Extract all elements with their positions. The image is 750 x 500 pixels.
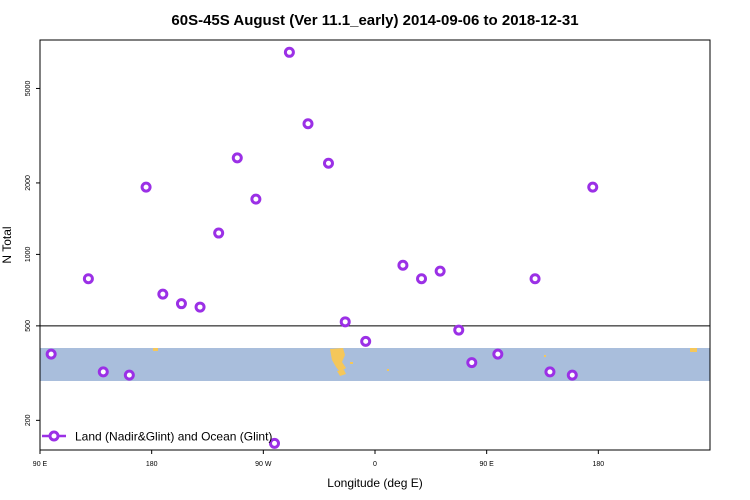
data-point	[339, 316, 351, 328]
data-point	[269, 437, 280, 449]
y-tick-label: 500	[25, 320, 32, 332]
data-point	[466, 357, 478, 369]
chart-title: 60S-45S August (Ver 11.1_early) 2014-09-…	[171, 12, 578, 29]
legend: Land (Nadir&Glint) and Ocean (Glint)	[42, 430, 272, 444]
data-point	[231, 152, 243, 164]
data-point	[529, 273, 541, 285]
data-point	[453, 324, 465, 336]
x-tick-label: 0	[373, 461, 377, 468]
x-tick-label: 90 E	[33, 461, 48, 468]
y-tick-label: 1000	[25, 247, 32, 263]
y-axis-label: N Total	[0, 226, 14, 263]
data-point	[157, 288, 169, 300]
data-point	[140, 181, 152, 193]
data-point	[82, 273, 94, 285]
x-axis: 90 E 180 90 W 0 90 E 180	[33, 450, 604, 468]
x-tick-label: 180	[146, 461, 158, 468]
data-point	[492, 348, 504, 360]
data-point	[434, 265, 446, 277]
data-point	[250, 193, 262, 205]
data-point	[322, 157, 334, 169]
data-point	[123, 369, 135, 381]
plot-area: Land (Nadir&Glint) and Ocean (Glint)	[39, 39, 711, 451]
data-point	[302, 118, 314, 130]
data-points	[45, 46, 599, 449]
legend-label: Land (Nadir&Glint) and Ocean (Glint)	[75, 430, 272, 444]
data-point	[397, 259, 409, 271]
y-axis: 200 500 1000 2000 5000	[25, 81, 40, 426]
y-tick-label: 200	[25, 414, 32, 426]
x-axis-label: Longitude (deg E)	[327, 476, 422, 490]
land-mass	[153, 348, 697, 376]
data-point	[175, 298, 187, 310]
data-point	[45, 348, 57, 360]
y-tick-label: 2000	[25, 175, 32, 191]
data-point	[213, 227, 225, 239]
x-tick-label: 90 W	[255, 461, 272, 468]
x-tick-label: 180	[592, 461, 604, 468]
legend-marker	[48, 430, 60, 442]
y-tick-label: 5000	[25, 81, 32, 97]
data-point	[566, 369, 578, 381]
x-tick-label: 90 E	[479, 461, 494, 468]
data-point	[360, 335, 372, 347]
data-point	[194, 301, 206, 313]
data-point	[283, 46, 295, 58]
data-point	[587, 181, 599, 193]
latitude-band	[40, 348, 710, 381]
data-point	[544, 366, 556, 378]
data-point	[97, 366, 109, 378]
data-point	[416, 273, 428, 285]
